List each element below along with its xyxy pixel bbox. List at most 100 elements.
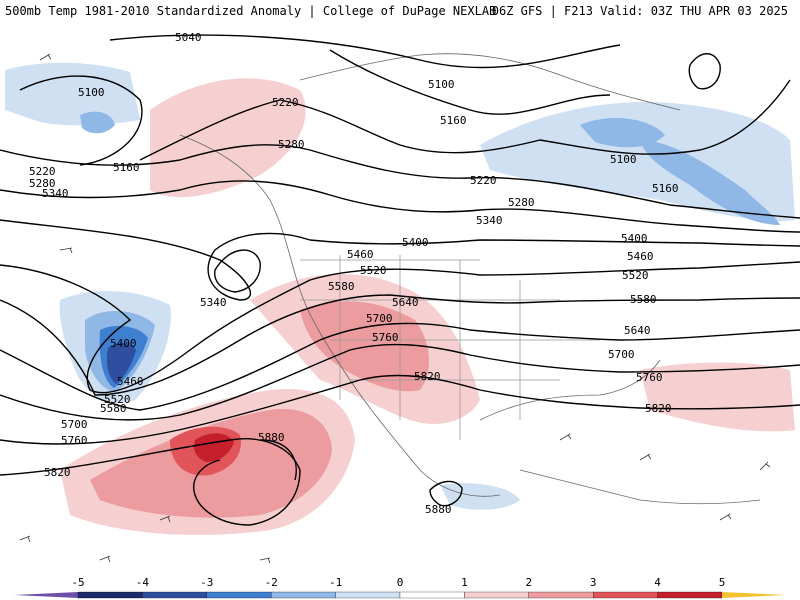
contour-label: 5220 bbox=[272, 96, 299, 109]
contour-label: 5880 bbox=[425, 503, 452, 516]
geographic-boundaries bbox=[179, 53, 761, 505]
contour-label: 5760 bbox=[636, 371, 663, 384]
contour-label: 5100 bbox=[78, 86, 105, 99]
wind-barb bbox=[559, 433, 572, 441]
contour-label: 5460 bbox=[627, 250, 654, 263]
wind-barb bbox=[259, 557, 271, 564]
contour-line bbox=[259, 439, 297, 481]
contour-label: 5700 bbox=[61, 418, 88, 431]
contour-label: 5400 bbox=[110, 337, 137, 350]
colorbar-tick-label: 2 bbox=[525, 576, 532, 589]
contour-label: 5160 bbox=[652, 182, 679, 195]
wind-barb bbox=[99, 555, 111, 563]
colorbar-segment bbox=[271, 591, 336, 599]
colorbar-segment bbox=[206, 591, 272, 599]
state-border bbox=[300, 259, 600, 381]
wind-barb bbox=[19, 535, 31, 543]
cold-anomaly-area bbox=[80, 111, 115, 134]
contour-line bbox=[214, 249, 261, 293]
contour-label: 5460 bbox=[347, 248, 374, 261]
contour-line bbox=[688, 53, 721, 90]
contour-label: 5460 bbox=[117, 375, 144, 388]
colorbar-segment bbox=[593, 591, 658, 599]
contour-line bbox=[429, 480, 463, 507]
colorbar-tick-label: 1 bbox=[461, 576, 468, 589]
contour-line bbox=[0, 144, 800, 219]
contour-line bbox=[329, 49, 611, 115]
colorbar-segment bbox=[399, 591, 465, 599]
contour-label: 5760 bbox=[61, 434, 88, 447]
colorbar-segment bbox=[464, 591, 529, 599]
contour-label: 5520 bbox=[104, 393, 131, 406]
contour-label: 5160 bbox=[113, 161, 140, 174]
model-run-info: 06Z GFS | F213 Valid: 03Z THU APR 03 202… bbox=[491, 4, 788, 18]
colorbar-segment bbox=[657, 591, 723, 599]
contour-label: 5520 bbox=[622, 269, 649, 282]
contour-label: 5760 bbox=[372, 331, 399, 344]
colorbar-tick-label: 4 bbox=[654, 576, 661, 589]
anomaly-colorbar: -5 -4 -3 -2 -1 0 1 2 3 4 5 bbox=[0, 574, 800, 600]
contour-line bbox=[0, 294, 800, 396]
contour-label: 5820 bbox=[44, 466, 71, 479]
contour-label: 5580 bbox=[328, 280, 355, 293]
coastline bbox=[479, 359, 661, 421]
chart-header: 500mb Temp 1981-2010 Standardized Anomal… bbox=[0, 0, 800, 22]
coastline bbox=[179, 134, 501, 497]
colorbar-segment bbox=[142, 591, 207, 599]
contour-line bbox=[139, 79, 791, 161]
colorbar-graphic: -5 -4 -3 -2 -1 0 1 2 3 4 5 bbox=[14, 576, 786, 599]
contour-label: 5040 bbox=[175, 31, 202, 44]
colorbar-high-extension bbox=[722, 592, 786, 598]
wind-barbs bbox=[19, 53, 771, 564]
colorbar-tick-label: 3 bbox=[590, 576, 597, 589]
wind-barb bbox=[59, 247, 73, 254]
contour-label: 5340 bbox=[200, 296, 227, 309]
contour-label: 5220 bbox=[470, 174, 497, 187]
contour-labels: 5040 5100 5100 5100 5160 5160 5160 5220 … bbox=[29, 31, 679, 516]
wind-barb bbox=[639, 453, 652, 461]
colorbar-tick-label: 0 bbox=[397, 576, 404, 589]
contour-label: 5520 bbox=[360, 264, 387, 277]
colorbar-segment bbox=[77, 591, 143, 599]
colorbar-tick-label: 5 bbox=[719, 576, 726, 589]
cold-anomaly-area bbox=[580, 117, 665, 148]
contour-label: 5340 bbox=[42, 187, 69, 200]
wind-barb bbox=[39, 53, 52, 61]
contour-label: 5280 bbox=[278, 138, 305, 151]
anomaly-shading bbox=[5, 62, 795, 535]
contour-label: 5280 bbox=[508, 196, 535, 209]
contour-label: 5400 bbox=[402, 236, 429, 249]
contour-label: 5100 bbox=[610, 153, 637, 166]
contour-line bbox=[0, 261, 800, 394]
colorbar-tick-label: -1 bbox=[329, 576, 342, 589]
contour-line bbox=[0, 219, 800, 301]
contour-line bbox=[0, 180, 800, 233]
colorbar-low-extension bbox=[14, 592, 78, 598]
contour-label: 5340 bbox=[476, 214, 503, 227]
contour-label: 5280 bbox=[29, 177, 56, 190]
contour-label: 5880 bbox=[258, 431, 285, 444]
warm-anomaly-area bbox=[640, 362, 795, 432]
weather-map: 5040 5100 5100 5100 5160 5160 5160 5220 … bbox=[0, 22, 800, 575]
state-border bbox=[339, 255, 521, 440]
height-contours bbox=[0, 34, 800, 526]
contour-label: 5400 bbox=[621, 232, 648, 245]
wind-barb bbox=[159, 515, 171, 523]
cold-anomaly-area bbox=[106, 342, 136, 384]
wind-barb bbox=[719, 513, 732, 521]
contour-label: 5820 bbox=[414, 370, 441, 383]
coastline bbox=[299, 53, 681, 111]
colorbar-segment bbox=[335, 591, 401, 599]
contour-label: 5160 bbox=[440, 114, 467, 127]
contour-line bbox=[109, 34, 621, 69]
contour-label: 5580 bbox=[630, 293, 657, 306]
contour-label: 5700 bbox=[366, 312, 393, 325]
contour-line bbox=[0, 322, 800, 411]
colorbar-tick-labels: -5 -4 -3 -2 -1 0 1 2 3 4 5 bbox=[71, 576, 725, 589]
contour-label: 5640 bbox=[392, 296, 419, 309]
contour-label: 5100 bbox=[428, 78, 455, 91]
contour-label: 5220 bbox=[29, 165, 56, 178]
warm-anomaly-area bbox=[150, 78, 306, 198]
contour-line bbox=[0, 438, 301, 526]
contour-label: 5820 bbox=[645, 402, 672, 415]
